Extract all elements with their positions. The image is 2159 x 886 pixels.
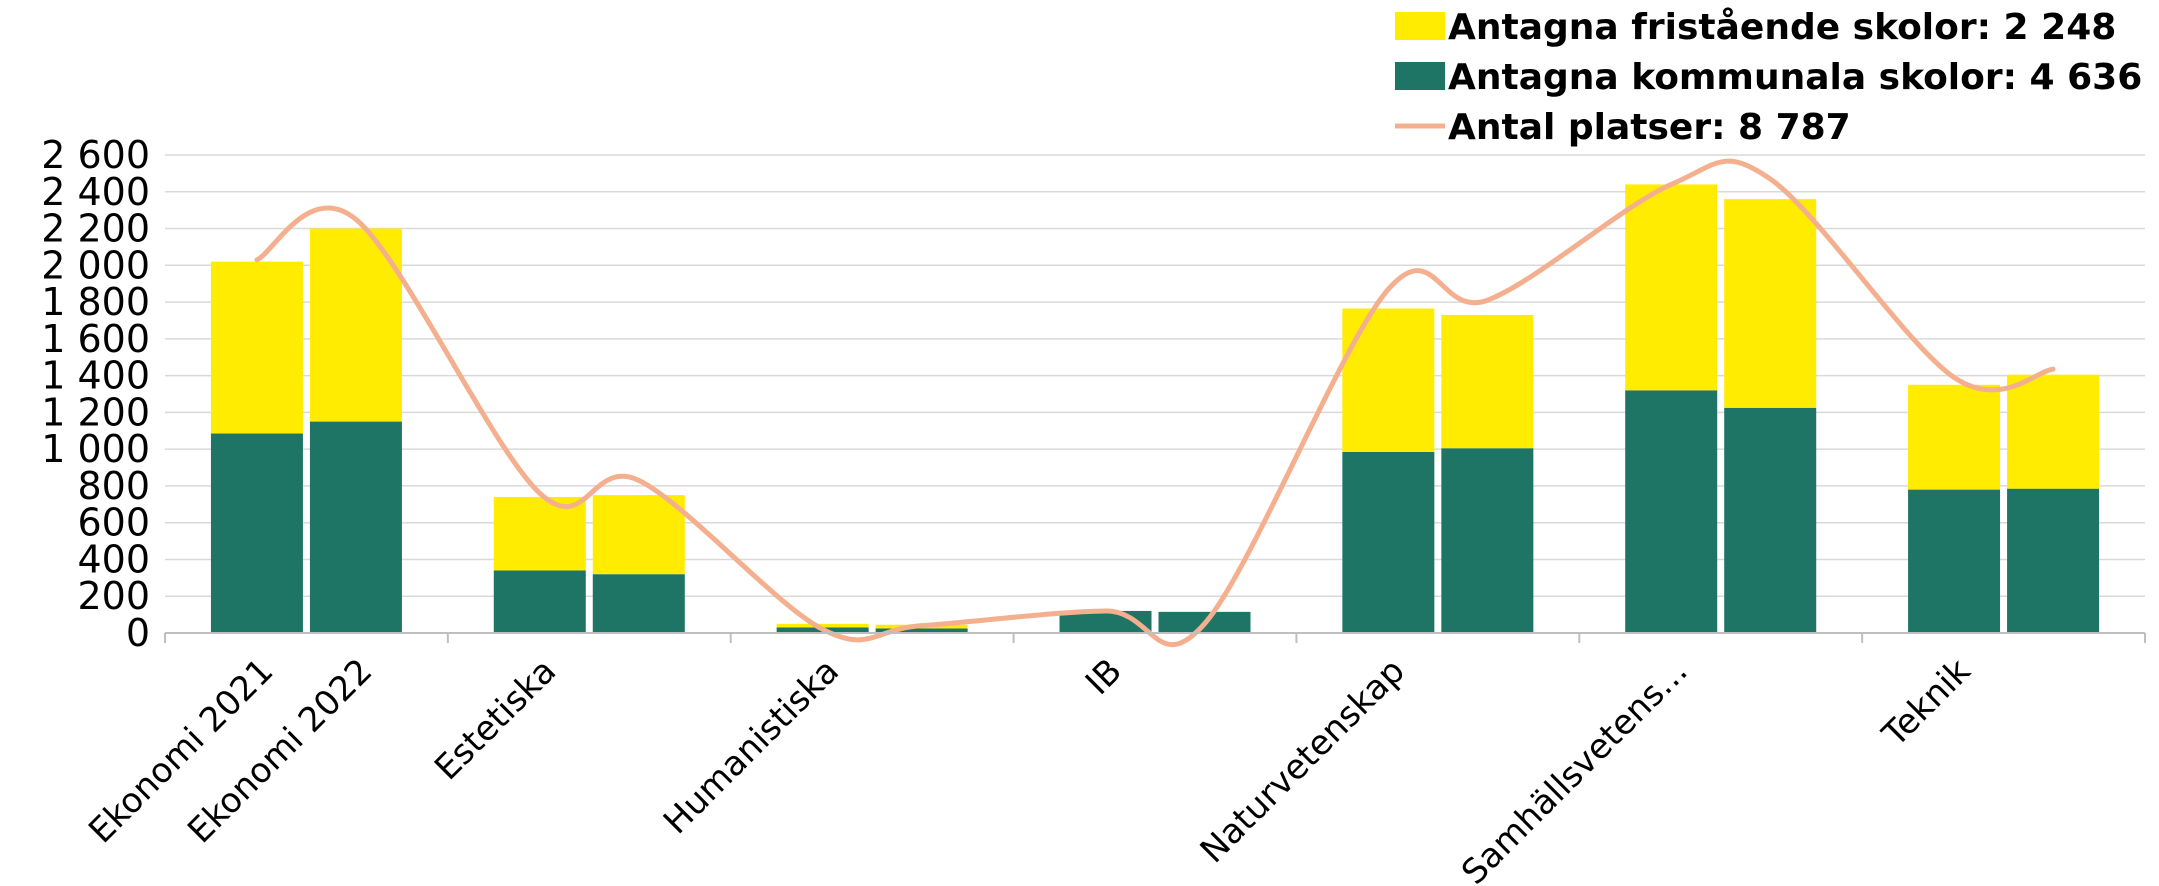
bar-segment-kommunala — [210, 433, 303, 633]
bar-segment-fristaende — [210, 261, 303, 434]
y-tick-label: 2 200 — [41, 207, 150, 251]
bar-segment-fristaende — [1625, 184, 1718, 391]
legend-entry: Antagna kommunala skolor: 4 636 — [1395, 57, 2142, 98]
bar-segment-fristaende — [493, 496, 586, 571]
bars — [210, 184, 2100, 633]
x-category-label: Ekonomi 2022 — [180, 651, 380, 851]
bar-segment-fristaende — [776, 623, 869, 628]
bar-segment-kommunala — [1342, 451, 1435, 633]
x-category-label: Estetiska — [427, 651, 564, 788]
bar-segment-kommunala — [493, 570, 586, 633]
x-category-label: Samhällsvetens... — [1454, 651, 1695, 886]
bar-segment-fristaende — [1342, 308, 1435, 452]
capacity-line — [254, 158, 2056, 648]
legend-swatch — [1395, 62, 1445, 90]
y-tick-label: 1 200 — [41, 390, 150, 434]
legend-entry: Antal platser: 8 787 — [1395, 107, 1851, 148]
bar-segment-kommunala — [1724, 407, 1817, 633]
bar-segment-kommunala — [309, 421, 402, 633]
bar-segment-fristaende — [592, 495, 685, 575]
y-tick-label: 1 400 — [41, 354, 150, 398]
y-tick-label: 2 000 — [41, 243, 150, 287]
bar-segment-kommunala — [592, 574, 685, 633]
bar-segment-kommunala — [1908, 489, 2001, 633]
y-tick-label: 600 — [77, 501, 150, 545]
y-tick-label: 800 — [77, 464, 150, 508]
legend: Antagna fristående skolor: 2 248 Antagna … — [1395, 7, 2142, 148]
y-tick-label: 2 400 — [41, 170, 150, 214]
legend-label: Antagna kommunala skolor: 4 636 — [1448, 57, 2142, 98]
y-tick-label: 1 800 — [41, 280, 150, 324]
bar-segment-fristaende — [1724, 199, 1817, 408]
legend-swatch — [1395, 12, 1445, 40]
bar-segment-kommunala — [875, 628, 968, 633]
y-tick-label: 1 000 — [41, 427, 150, 471]
bar-segment-kommunala — [2007, 488, 2100, 633]
bar-segment-kommunala — [1441, 448, 1534, 633]
x-category-label: Naturvetenskap — [1193, 651, 1413, 871]
bar-segment-fristaende — [1441, 314, 1534, 449]
y-tick-label: 400 — [77, 537, 150, 581]
y-tick-label: 1 600 — [41, 317, 150, 361]
legend-entry: Antagna fristående skolor: 2 248 — [1395, 7, 2116, 48]
y-tick-label: 200 — [77, 574, 150, 618]
legend-label: Antagna fristående skolor: 2 248 — [1448, 7, 2116, 48]
bar-segment-fristaende — [1908, 384, 2001, 490]
bar-segment-fristaende — [2007, 374, 2100, 489]
bar-segment-fristaende — [309, 228, 402, 422]
y-tick-label: 2 600 — [41, 133, 150, 177]
legend-label: Antal platser: 8 787 — [1448, 107, 1851, 148]
x-category-label: Teknik — [1874, 651, 1978, 755]
bar-segment-kommunala — [1625, 390, 1718, 633]
x-category-label: IB — [1078, 651, 1130, 703]
axes — [164, 632, 2146, 643]
y-tick-label: 0 — [126, 611, 150, 655]
x-category-label: Humanistiska — [656, 651, 847, 842]
series-line-antal-platser — [254, 158, 2056, 648]
